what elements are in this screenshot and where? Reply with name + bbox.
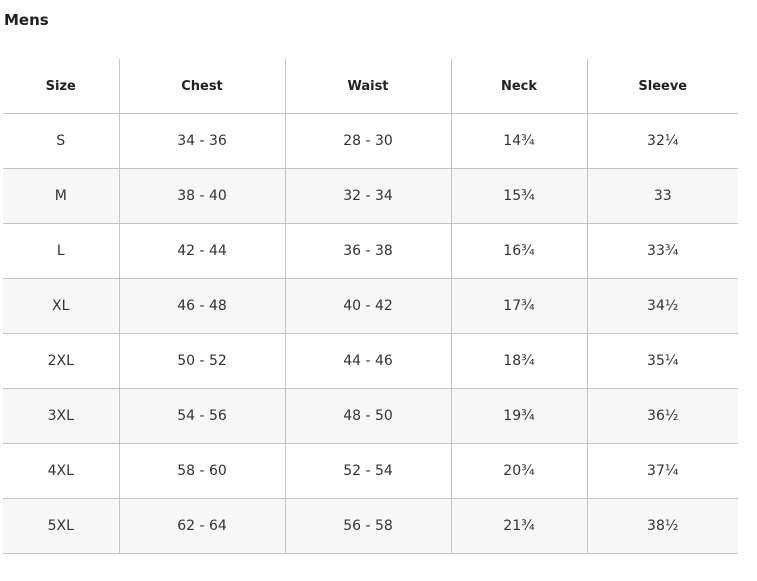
table-row: S 34 - 36 28 - 30 14¾ 32¼	[3, 113, 738, 169]
cell-waist: 36 - 38	[284, 223, 451, 279]
cell-waist: 48 - 50	[284, 388, 451, 444]
column-header-waist: Waist	[284, 59, 451, 114]
table-row: L 42 - 44 36 - 38 16¾ 33¾	[3, 223, 738, 279]
cell-waist: 40 - 42	[284, 278, 451, 334]
size-chart-table: Size Chest Waist Neck Sleeve S 34 - 36 28 - 30…	[3, 59, 738, 554]
table-row: 2XL 50 - 52 44 - 46 18¾ 35¼	[3, 333, 738, 389]
cell-sleeve: 32¼	[586, 113, 738, 169]
cell-neck: 20¾	[450, 443, 587, 499]
cell-neck: 18¾	[450, 333, 587, 389]
cell-neck: 15¾	[450, 168, 587, 224]
table-row: 3XL 54 - 56 48 - 50 19¾ 36½	[3, 388, 738, 444]
cell-chest: 38 - 40	[118, 168, 285, 224]
column-header-neck: Neck	[450, 59, 587, 114]
header-row: Size Chest Waist Neck Sleeve	[3, 59, 738, 114]
cell-chest: 62 - 64	[118, 498, 285, 554]
cell-size: 4XL	[3, 443, 119, 499]
cell-chest: 42 - 44	[118, 223, 285, 279]
cell-sleeve: 35¼	[586, 333, 738, 389]
cell-neck: 19¾	[450, 388, 587, 444]
cell-chest: 34 - 36	[118, 113, 285, 169]
cell-waist: 56 - 58	[284, 498, 451, 554]
cell-sleeve: 36½	[586, 388, 738, 444]
table-row: M 38 - 40 32 - 34 15¾ 33	[3, 168, 738, 224]
cell-size: 2XL	[3, 333, 119, 389]
cell-chest: 54 - 56	[118, 388, 285, 444]
cell-waist: 28 - 30	[284, 113, 451, 169]
cell-size: S	[3, 113, 119, 169]
cell-size: 5XL	[3, 498, 119, 554]
column-header-chest: Chest	[118, 59, 285, 114]
cell-waist: 44 - 46	[284, 333, 451, 389]
cell-chest: 46 - 48	[118, 278, 285, 334]
cell-sleeve: 38½	[586, 498, 738, 554]
cell-neck: 17¾	[450, 278, 587, 334]
table-row: 5XL 62 - 64 56 - 58 21¾ 38½	[3, 498, 738, 554]
cell-waist: 52 - 54	[284, 443, 451, 499]
column-header-size: Size	[3, 59, 119, 114]
table-row: 4XL 58 - 60 52 - 54 20¾ 37¼	[3, 443, 738, 499]
cell-neck: 21¾	[450, 498, 587, 554]
cell-sleeve: 34½	[586, 278, 738, 334]
cell-size: XL	[3, 278, 119, 334]
cell-sleeve: 37¼	[586, 443, 738, 499]
section-title: Mens	[4, 11, 49, 29]
cell-neck: 16¾	[450, 223, 587, 279]
cell-chest: 50 - 52	[118, 333, 285, 389]
cell-size: M	[3, 168, 119, 224]
cell-waist: 32 - 34	[284, 168, 451, 224]
cell-chest: 58 - 60	[118, 443, 285, 499]
column-header-sleeve: Sleeve	[586, 59, 738, 114]
cell-sleeve: 33	[586, 168, 738, 224]
cell-size: L	[3, 223, 119, 279]
cell-size: 3XL	[3, 388, 119, 444]
cell-sleeve: 33¾	[586, 223, 738, 279]
cell-neck: 14¾	[450, 113, 587, 169]
table-row: XL 46 - 48 40 - 42 17¾ 34½	[3, 278, 738, 334]
